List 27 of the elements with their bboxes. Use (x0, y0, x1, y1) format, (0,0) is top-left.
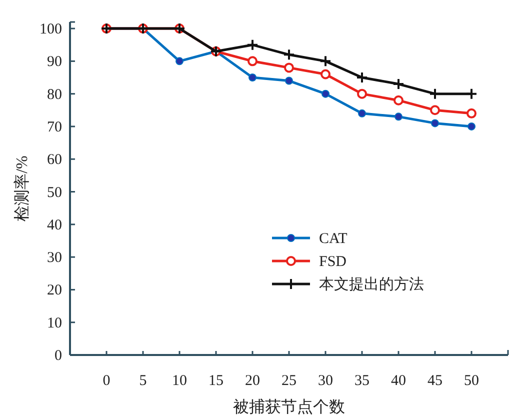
y-tick-label: 70 (47, 119, 62, 136)
x-tick-label: 40 (391, 373, 406, 389)
y-tick-label: 80 (47, 86, 62, 103)
x-tick-label: 20 (245, 373, 260, 389)
legend-label: CAT (319, 231, 348, 247)
y-tick-label: 0 (54, 348, 62, 364)
legend-label: FSD (319, 254, 347, 270)
y-tick-label: 40 (47, 217, 62, 234)
y-tick-label: 100 (40, 22, 62, 38)
y-tick-label: 20 (47, 282, 62, 299)
x-tick-label: 25 (282, 373, 296, 389)
y-tick-label: 10 (47, 315, 62, 332)
x-tick-label: 50 (464, 373, 479, 389)
y-tick-label: 30 (47, 250, 62, 266)
x-tick-label: 35 (354, 373, 370, 389)
x-tick-label: 0 (102, 373, 110, 389)
x-tick-label: 15 (208, 373, 224, 389)
y-tick-label: 90 (47, 54, 62, 70)
x-tick-label: 5 (139, 373, 147, 389)
x-tick-label: 10 (172, 373, 187, 389)
x-tick-label: 45 (428, 373, 442, 389)
legend-label: 本文提出的方法 (319, 276, 424, 293)
x-axis-title: 被捕获节点个数 (233, 398, 345, 416)
y-tick-label: 60 (47, 152, 62, 168)
y-axis-title: 检测率/% (13, 156, 31, 222)
y-tick-label: 50 (47, 184, 62, 201)
x-tick-label: 30 (318, 373, 333, 389)
